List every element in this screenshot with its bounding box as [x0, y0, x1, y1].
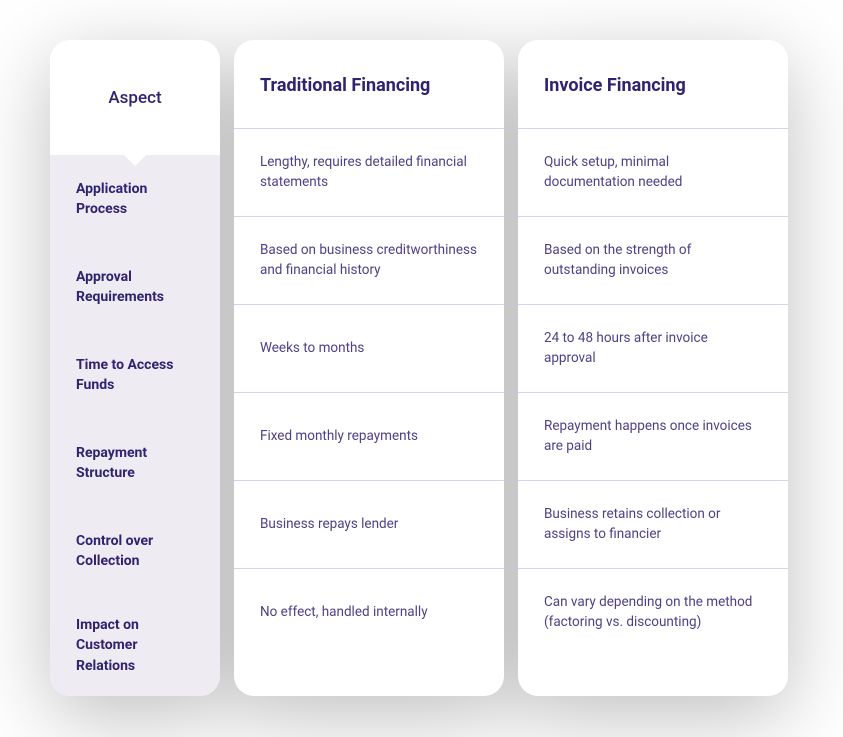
table-cell: Weeks to months [234, 304, 504, 392]
aspect-header: Aspect [50, 40, 220, 155]
table-cell: Based on the strength of outstanding inv… [518, 216, 788, 304]
column-body: Lengthy, requires detailed financial sta… [234, 128, 504, 656]
column-header: Traditional Financing [234, 40, 504, 128]
table-cell: Business repays lender [234, 480, 504, 568]
table-cell: 24 to 48 hours after invoice approval [518, 304, 788, 392]
column-body: Quick setup, minimal documentation neede… [518, 128, 788, 656]
table-cell: Fixed monthly repayments [234, 392, 504, 480]
aspect-body: Application Process Approval Requirement… [50, 155, 220, 696]
aspect-header-label: Aspect [108, 88, 161, 108]
aspect-label: Repayment Structure [50, 419, 220, 507]
column-traditional: Traditional Financing Lengthy, requires … [234, 40, 504, 696]
table-cell: Lengthy, requires detailed financial sta… [234, 128, 504, 216]
table-cell: Quick setup, minimal documentation neede… [518, 128, 788, 216]
table-cell: No effect, handled internally [234, 568, 504, 656]
table-cell: Business retains collection or assigns t… [518, 480, 788, 568]
aspect-column: Aspect Application Process Approval Requ… [50, 40, 220, 696]
aspect-label: Approval Requirements [50, 243, 220, 331]
aspect-label: Time to Access Funds [50, 331, 220, 419]
aspect-label: Impact on Customer Relations [50, 595, 220, 696]
aspect-label: Control over Collection [50, 507, 220, 595]
comparison-table: Aspect Application Process Approval Requ… [50, 40, 793, 696]
table-cell: Repayment happens once invoices are paid [518, 392, 788, 480]
aspect-label: Application Process [50, 155, 220, 243]
table-cell: Can vary depending on the method (factor… [518, 568, 788, 656]
column-header: Invoice Financing [518, 40, 788, 128]
table-cell: Based on business creditworthiness and f… [234, 216, 504, 304]
column-invoice: Invoice Financing Quick setup, minimal d… [518, 40, 788, 696]
